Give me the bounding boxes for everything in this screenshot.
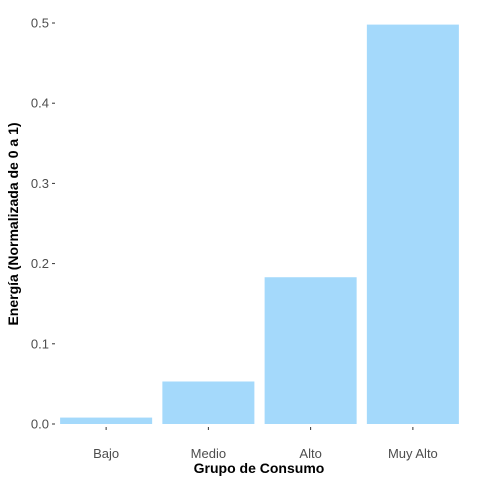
y-tick-label: 0.0 bbox=[31, 417, 49, 432]
bar-muy-alto bbox=[366, 24, 459, 424]
x-tick-label: Muy Alto bbox=[388, 446, 438, 461]
y-tick-label: 0.2 bbox=[31, 256, 49, 271]
x-tick-label: Alto bbox=[299, 446, 321, 461]
bar-alto bbox=[264, 277, 357, 424]
y-axis: 0.0 0.1 0.2 0.3 0.4 0.5 bbox=[31, 16, 55, 432]
x-axis-title: Grupo de Consumo bbox=[194, 460, 325, 476]
y-tick-label: 0.1 bbox=[31, 336, 49, 351]
y-axis-title: Energía (Normalizada de 0 a 1) bbox=[5, 122, 21, 325]
y-tick-label: 0.4 bbox=[31, 96, 49, 111]
x-tick-label: Bajo bbox=[93, 446, 119, 461]
y-tick-label: 0.3 bbox=[31, 176, 49, 191]
bars-group bbox=[60, 24, 459, 424]
bar-bajo bbox=[60, 417, 153, 424]
bar-medio bbox=[162, 381, 255, 424]
x-axis: Bajo Medio Alto Muy Alto bbox=[93, 427, 438, 461]
x-tick-label: Medio bbox=[191, 446, 226, 461]
y-tick-label: 0.5 bbox=[31, 16, 49, 31]
